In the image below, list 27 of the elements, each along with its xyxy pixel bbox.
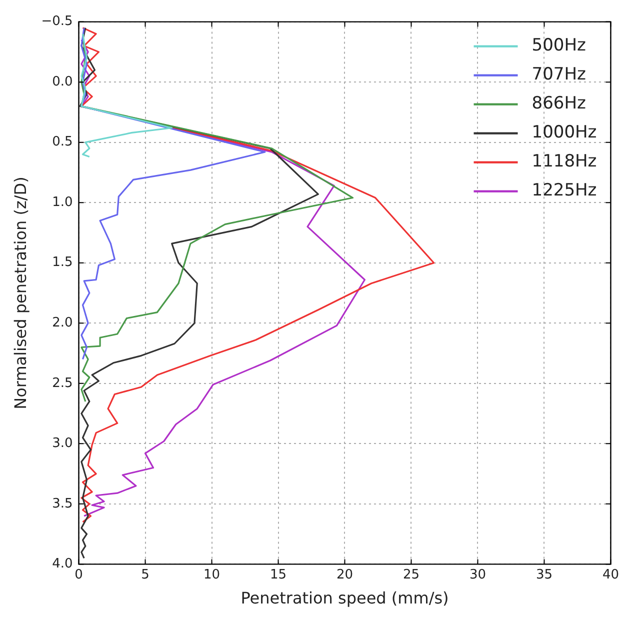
y-tick-label: 0.5 xyxy=(52,134,73,150)
legend-label: 1000Hz xyxy=(532,122,597,143)
y-tick-label: 1.0 xyxy=(52,194,73,210)
y-tick-label: 0.0 xyxy=(52,74,73,90)
y-axis-title: Normalised penetration (z/D) xyxy=(10,176,30,410)
x-tick-label: 35 xyxy=(536,567,553,582)
y-tick-label: 1.5 xyxy=(52,255,73,270)
x-axis-title: Penetration speed (mm/s) xyxy=(240,588,449,608)
y-tick-label: 4.0 xyxy=(52,556,73,572)
legend-label: 866Hz xyxy=(532,94,586,114)
x-tick-label: 40 xyxy=(602,567,619,582)
x-tick-label: 20 xyxy=(336,567,354,582)
x-tick-label: 0 xyxy=(74,567,83,582)
y-tick-label: 2.5 xyxy=(52,376,73,391)
x-tick-label: 10 xyxy=(203,567,220,582)
legend-label: 1118Hz xyxy=(532,152,597,172)
x-tick-label: 5 xyxy=(141,567,150,582)
legend-label: 1225Hz xyxy=(532,180,597,201)
legend-label: 500Hz xyxy=(532,36,586,56)
y-tick-label: 2.0 xyxy=(52,316,73,331)
x-tick-label: 30 xyxy=(469,567,486,582)
x-tick-label: 25 xyxy=(402,567,420,582)
y-tick-label: 3.0 xyxy=(52,436,73,452)
y-tick-label: 3.5 xyxy=(52,496,73,512)
y-tick-label: −0.5 xyxy=(41,14,73,30)
legend-label: 707Hz xyxy=(532,64,586,85)
x-tick-label: 15 xyxy=(270,567,287,582)
